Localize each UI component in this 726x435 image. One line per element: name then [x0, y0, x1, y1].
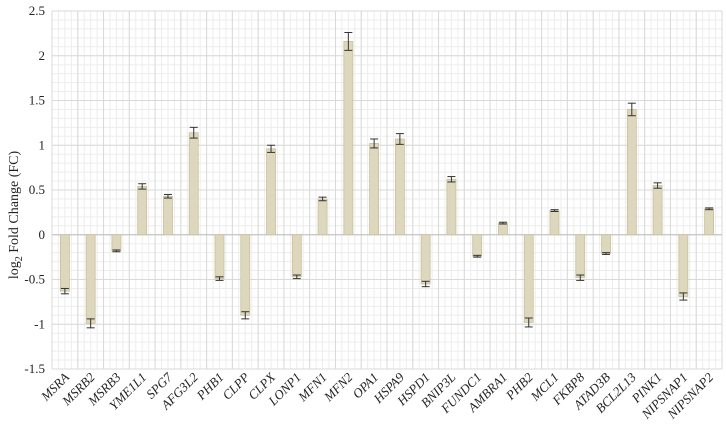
- error-bar-ambra1: [498, 221, 507, 225]
- bar-mfn2: [343, 41, 354, 236]
- y-tick-label: -1: [34, 316, 45, 331]
- bar-msrb3: [111, 234, 122, 252]
- bar-yme1l1: [137, 186, 148, 236]
- bar-msra: [59, 234, 70, 292]
- x-tick-label: PHB1: [193, 370, 227, 404]
- y-axis-title: log2 Fold Change (FC): [7, 151, 25, 280]
- bar-clpp: [240, 234, 251, 316]
- x-tick-labels: MSRAMSRB2MSRB3YME1L1SPG7AFG3L2PHB1CLPPCL…: [37, 369, 716, 422]
- bar-hspa9: [394, 138, 405, 236]
- x-tick-label: PHB2: [502, 369, 536, 403]
- error-bar-mfn1: [318, 196, 327, 202]
- x-tick-label: CLPP: [219, 369, 252, 402]
- y-tick-labels: -1.5 -1 -0.5 0 0.5 1 1.5 2 2.5: [24, 3, 45, 376]
- bar-pink1: [652, 185, 663, 236]
- bar-nipsnap1: [678, 234, 689, 297]
- bar-ambra1: [498, 222, 508, 236]
- y-axis-title-prefix: log: [7, 261, 22, 279]
- error-bar-phb2: [524, 317, 533, 328]
- error-bar-bnip3l: [447, 176, 456, 183]
- error-bar-clpx: [267, 144, 276, 153]
- error-bar-hspa9: [395, 133, 404, 145]
- bar-opa1: [369, 143, 380, 236]
- error-bar-pink1: [653, 182, 662, 189]
- bar-fkbp8: [575, 234, 586, 279]
- error-bar-hspd1: [421, 280, 430, 288]
- y-tick-label: 0: [39, 227, 46, 242]
- bar-mfn1: [317, 198, 328, 236]
- bar-mcl1: [549, 210, 560, 236]
- y-axis-title-subscript: 2: [14, 256, 25, 261]
- error-bar-fkbp8: [576, 274, 585, 281]
- bar-msrb2: [85, 234, 96, 324]
- bar-hspd1: [420, 234, 431, 285]
- error-bar-msra: [60, 287, 69, 295]
- error-bar-nipsnap1: [679, 292, 688, 301]
- y-tick-label: 1: [39, 137, 46, 152]
- error-bar-mcl1: [550, 209, 559, 212]
- error-bar-nipsnap2: [705, 207, 714, 211]
- bar-clpx: [266, 148, 276, 236]
- grid: [51, 10, 723, 370]
- y-axis-title-suffix: Fold Change (FC): [7, 151, 22, 257]
- error-bar-afg3l2: [189, 126, 198, 139]
- bar-bnip3l: [446, 178, 457, 236]
- error-bar-atad3b: [602, 252, 611, 255]
- error-bar-mfn2: [344, 31, 353, 51]
- y-tick-label: -0.5: [24, 272, 45, 287]
- error-bar-fundc1: [473, 254, 482, 258]
- bar-phb1: [214, 234, 225, 280]
- error-bar-clpp: [241, 311, 250, 320]
- y-tick-label: 0.5: [29, 182, 45, 197]
- x-tick-label: MFN2: [320, 369, 356, 405]
- bar-spg7: [163, 195, 173, 236]
- error-bar-phb1: [215, 276, 224, 281]
- bar-nipsnap2: [704, 208, 715, 236]
- error-bars: [60, 31, 714, 329]
- error-bar-msrb2: [86, 318, 95, 329]
- y-tick-label: 2: [39, 48, 46, 63]
- bar-afg3l2: [188, 132, 199, 236]
- y-tick-label: 1.5: [29, 93, 45, 108]
- y-tick-label: -1.5: [24, 361, 45, 376]
- error-bar-opa1: [370, 138, 379, 149]
- error-bar-lonp1: [292, 274, 301, 280]
- x-tick-label: MFN1: [294, 370, 329, 405]
- bar-bcl2l13: [626, 109, 637, 236]
- bar-lonp1: [291, 234, 302, 278]
- error-bar-yme1l1: [138, 183, 147, 190]
- error-bar-bcl2l13: [627, 102, 636, 117]
- error-bar-msrb3: [112, 249, 121, 253]
- bar-atad3b: [601, 234, 611, 254]
- error-bar-spg7: [163, 193, 172, 199]
- bar-phb2: [523, 234, 534, 323]
- y-tick-label: 2.5: [29, 3, 45, 18]
- bar-fundc1: [472, 234, 483, 257]
